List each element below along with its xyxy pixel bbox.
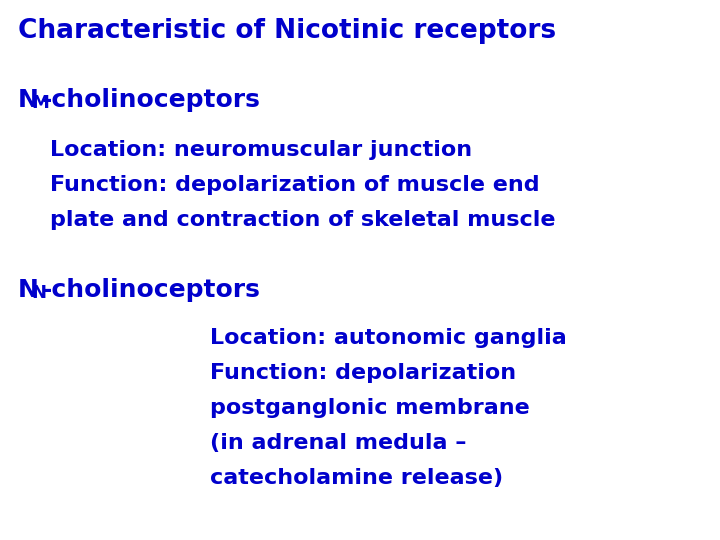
Text: Characteristic of Nicotinic receptors: Characteristic of Nicotinic receptors [18, 18, 556, 44]
Text: plate and contraction of skeletal muscle: plate and contraction of skeletal muscle [50, 210, 556, 230]
Text: Location: autonomic ganglia: Location: autonomic ganglia [210, 328, 567, 348]
Text: postganglonic membrane: postganglonic membrane [210, 398, 530, 418]
Text: N: N [18, 88, 39, 112]
Text: N: N [32, 284, 47, 302]
Text: Location: neuromuscular junction: Location: neuromuscular junction [50, 140, 472, 160]
Text: Function: depolarization: Function: depolarization [210, 363, 516, 383]
Text: Function: depolarization of muscle end: Function: depolarization of muscle end [50, 175, 539, 195]
Text: -cholinoceptors: -cholinoceptors [42, 278, 261, 302]
Text: catecholamine release): catecholamine release) [210, 468, 503, 488]
Text: M: M [32, 94, 50, 112]
Text: (in adrenal medula –: (in adrenal medula – [210, 433, 467, 453]
Text: N: N [18, 278, 39, 302]
Text: -cholinoceptors: -cholinoceptors [42, 88, 261, 112]
